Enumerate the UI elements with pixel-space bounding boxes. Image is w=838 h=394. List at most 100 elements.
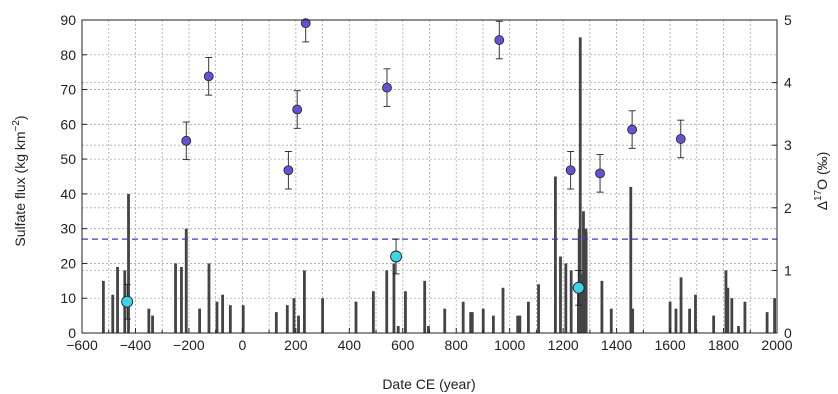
sulfate-bar <box>147 308 151 333</box>
y-axis-right-title-end: O (‰) <box>814 152 830 190</box>
sulfate-bar <box>461 301 465 333</box>
y-right-tick-label: 0 <box>784 325 792 341</box>
d17o-point <box>494 35 505 45</box>
y-axis-right-title-sup: 17 <box>813 189 824 201</box>
sulfate-bar <box>396 326 400 333</box>
d17o-point <box>292 104 303 115</box>
sulfate-bar <box>564 263 568 333</box>
d17o-point <box>675 134 686 144</box>
sulfate-bar <box>726 287 730 333</box>
sulfate-bar <box>303 270 306 333</box>
d17o-point <box>203 71 214 82</box>
x-tick-label: 1800 <box>708 337 739 353</box>
points <box>121 18 686 320</box>
sulfate-bar <box>569 270 573 333</box>
sulfate-bar <box>127 193 130 333</box>
sulfate-bar <box>215 301 219 333</box>
x-tick-label: 0 <box>238 337 246 353</box>
d17o-point <box>595 168 605 179</box>
sulfate-bar <box>151 315 154 333</box>
flux-point <box>390 250 403 263</box>
sulfate-bar <box>554 176 557 333</box>
sulfate-bar <box>578 37 582 334</box>
sulfate-bar <box>600 280 604 333</box>
sulfate-bar <box>292 298 296 333</box>
sulfate-bar <box>297 315 300 333</box>
y-axis-left-title-sup: −2 <box>11 120 22 132</box>
sulfate-bar <box>559 256 562 333</box>
sulfate-bar <box>481 308 485 333</box>
y-left-tick-label: 10 <box>60 290 76 306</box>
sulfate-bar <box>371 291 375 333</box>
sulfate-bar <box>743 301 747 333</box>
sulfate-bar <box>174 263 177 333</box>
y-left-tick-label: 70 <box>60 82 76 98</box>
sulfate-bar <box>516 315 520 333</box>
sulfate-bar <box>773 298 776 333</box>
y-left-tick-label: 50 <box>60 151 76 167</box>
sulfate-bar <box>491 315 495 333</box>
sulfate-bar <box>392 263 396 333</box>
sulfate-bar <box>221 294 225 333</box>
d17o-point <box>300 18 311 29</box>
y-left-tick-label: 60 <box>60 116 76 132</box>
y-right-tick-label: 5 <box>784 12 792 28</box>
y-right-tick-label: 3 <box>784 137 792 153</box>
flux-point <box>121 295 134 308</box>
sulfate-bar <box>101 280 105 333</box>
sulfate-bar <box>443 308 447 333</box>
d17o-point <box>565 165 576 176</box>
sulfate-bar <box>501 287 505 333</box>
sulfate-bar <box>679 277 683 333</box>
sulfate-bar <box>674 308 678 333</box>
sulfate-bar <box>207 263 211 333</box>
y-axis-right-title: Δ17O (‰) <box>813 152 830 211</box>
x-tick-label: 1400 <box>601 337 632 353</box>
sulfate-bar <box>688 308 691 333</box>
sulfate-bar <box>285 305 289 333</box>
sulfate-bar <box>668 301 672 333</box>
sulfate-bar <box>321 298 324 333</box>
x-tick-label: 1600 <box>654 337 685 353</box>
sulfate-bar <box>385 270 389 333</box>
sulfate-bar <box>111 294 115 333</box>
sulfate-bar <box>427 326 430 333</box>
sulfate-bar <box>737 326 740 333</box>
sulfate-bar <box>579 273 583 333</box>
x-tick-label: 400 <box>338 337 362 353</box>
sulfate-bar <box>712 315 716 333</box>
sulfate-bar <box>518 315 522 333</box>
sulfate-bar <box>274 312 278 333</box>
d17o-point <box>382 82 392 93</box>
x-tick-label: 600 <box>391 337 415 353</box>
y-right-tick-label: 4 <box>784 75 792 91</box>
axes <box>81 19 778 334</box>
x-tick-label: 1200 <box>548 337 579 353</box>
d17o-point <box>627 124 638 135</box>
grid <box>82 20 777 333</box>
sulfate-bar <box>609 308 613 333</box>
x-tick-label: −200 <box>173 337 205 353</box>
sulfate-bar <box>184 228 188 333</box>
sulfate-bar <box>584 232 588 333</box>
sulfate-bar <box>470 312 474 333</box>
y-left-tick-label: 0 <box>68 325 76 341</box>
sulfate-bars <box>101 37 776 334</box>
x-tick-label: −600 <box>66 337 98 353</box>
x-axis-title: Date CE (year) <box>382 376 475 392</box>
x-tick-label: 800 <box>445 337 469 353</box>
y-axis-right-title-delta: Δ <box>814 201 830 210</box>
y-left-tick-label: 20 <box>60 255 76 271</box>
sulfate-bar <box>730 298 734 333</box>
y-left-tick-label: 90 <box>60 12 76 28</box>
sulfate-bar <box>629 186 633 333</box>
y-right-tick-label: 2 <box>784 200 792 216</box>
y-left-tick-label: 80 <box>60 47 76 63</box>
sulfate-bar <box>180 266 183 333</box>
y-left-tick-label: 40 <box>60 186 76 202</box>
sulfate-bar <box>631 308 635 333</box>
sulfate-bar <box>724 270 728 333</box>
sulfate-bar <box>469 312 473 333</box>
sulfate-bar <box>354 301 358 333</box>
